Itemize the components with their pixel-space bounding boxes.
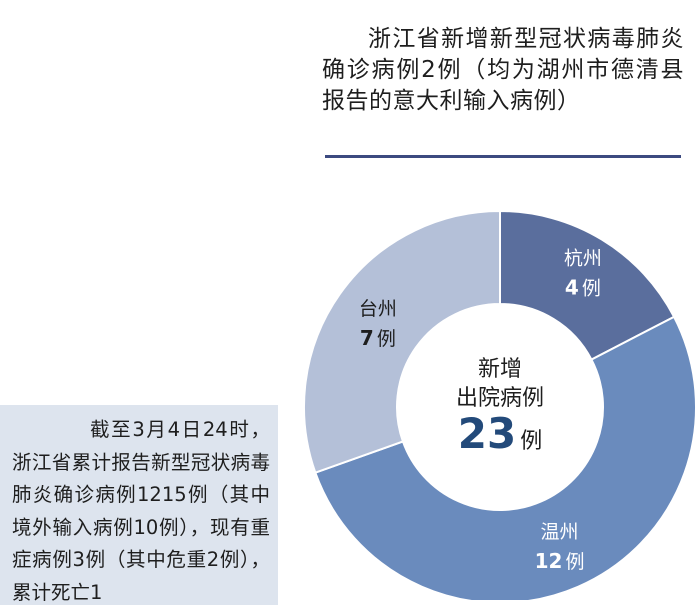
slice-value: 12 例 [535,549,585,573]
headline: 浙江省新增新型冠状病毒肺炎确诊病例2例（均为湖州市德清县报告的意大利输入病例） [322,26,684,114]
center-total: 23 例 [458,409,542,458]
slice-label: 杭州 [564,248,602,270]
slice-label: 台州 [359,298,397,320]
center-label-line2: 出院病例 [456,386,544,411]
slice-2 [303,209,501,474]
slice-1 [314,315,697,600]
divider [325,155,681,158]
summary-box: 截至3月4日24时，浙江省累计报告新型冠状病毒肺炎确诊病例1215例（其中境外输… [0,405,278,605]
center-label-line1: 新增 [478,357,522,382]
center-total-unit: 例 [520,429,542,454]
slice-0 [499,209,676,361]
center-total-value: 23 [458,409,516,458]
slice-label: 温州 [541,521,579,543]
